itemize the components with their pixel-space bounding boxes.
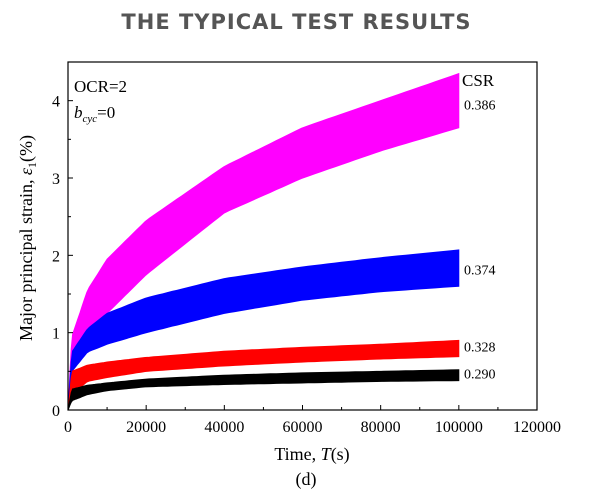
page-title: THE TYPICAL TEST RESULTS — [121, 10, 472, 34]
band-csr-0.374 — [67, 249, 460, 411]
band-csr-0.386 — [67, 72, 460, 411]
series-labels: 0.386 0.374 0.328 0.290 — [464, 99, 496, 383]
y-tick-label: 3 — [52, 171, 60, 188]
series-label-0.328: 0.328 — [464, 341, 496, 356]
series-label-0.374: 0.374 — [464, 263, 496, 278]
y-axis: 0 1 2 3 4 — [52, 94, 73, 420]
x-tick-label: 60000 — [283, 419, 323, 436]
series-label-0.386: 0.386 — [464, 99, 496, 114]
band-csr-0.328 — [67, 339, 460, 411]
y-tick-label: 0 — [52, 403, 60, 420]
x-tick-label: 80000 — [361, 419, 401, 436]
panel-label: (d) — [296, 469, 317, 490]
y-tick-label: 1 — [52, 326, 60, 343]
series-label-0.290: 0.290 — [464, 368, 496, 383]
annotation-bcyc: bcyc=0 — [74, 103, 115, 125]
x-axis: 0 20000 40000 60000 80000 100000 120000 — [64, 405, 561, 436]
x-axis-label: Time, T(s) — [274, 444, 349, 465]
x-tick-label: 20000 — [126, 419, 166, 436]
legend-title: CSR — [462, 71, 495, 90]
x-tick-label: 120000 — [513, 419, 561, 436]
x-tick-label: 40000 — [204, 419, 244, 436]
y-tick-label: 4 — [52, 94, 60, 111]
annotation-ocr: OCR=2 — [74, 77, 127, 96]
x-tick-label: 0 — [64, 419, 72, 436]
band-csr-0.290 — [67, 369, 460, 411]
y-tick-label: 2 — [52, 248, 60, 265]
x-tick-label: 100000 — [435, 419, 483, 436]
y-axis-label: Major principal strain, ε1(%) — [16, 135, 39, 341]
series-bands — [67, 72, 460, 411]
